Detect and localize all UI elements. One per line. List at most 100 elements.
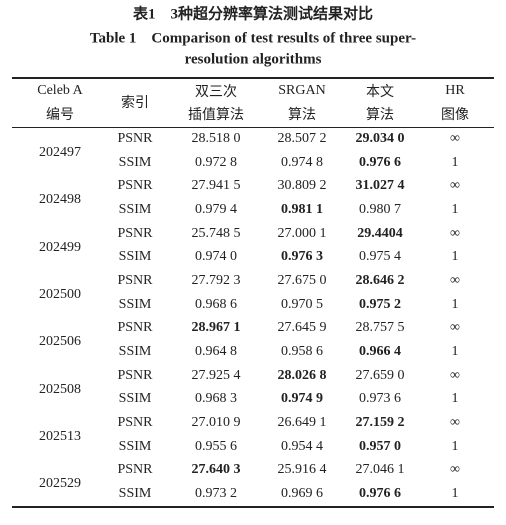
cell: 1 — [451, 296, 459, 312]
cell: 1 — [451, 438, 459, 454]
cell: 27.925 4 — [191, 367, 241, 383]
cell: ∞ — [450, 462, 460, 478]
cell: 0.975 2 — [359, 296, 401, 312]
cell: 0.957 0 — [359, 438, 401, 454]
cell: 0.981 1 — [281, 202, 323, 217]
header-cell: 图像 — [441, 108, 469, 123]
header-cell: 插值算法 — [188, 108, 244, 123]
cell: 0.973 2 — [195, 486, 237, 502]
header-cell: 编号 — [46, 108, 74, 123]
cell: 1 — [451, 486, 459, 502]
cell: 0.980 7 — [359, 202, 401, 217]
cell: ∞ — [450, 178, 460, 194]
metric: SSIM — [118, 154, 152, 170]
cell: 1 — [451, 202, 459, 217]
header-cell: 算法 — [288, 108, 316, 123]
cell: 29.4404 — [357, 225, 403, 241]
cell: 27.010 9 — [191, 415, 241, 431]
group-id: 202508 — [39, 381, 81, 397]
cell: 29.034 0 — [355, 131, 405, 146]
cell: ∞ — [450, 367, 460, 383]
group-id: 202498 — [39, 192, 81, 208]
metric: SSIM — [118, 202, 152, 217]
header-cell: 算法 — [366, 108, 394, 123]
cell: 0.979 4 — [195, 202, 237, 217]
metric: PSNR — [117, 225, 153, 241]
cell: 1 — [451, 249, 459, 265]
cell: 28.757 5 — [355, 320, 405, 336]
header-rule — [12, 127, 494, 128]
cell: 27.659 0 — [355, 367, 405, 383]
cell: 0.976 6 — [359, 486, 401, 502]
cell: 0.974 9 — [281, 391, 323, 407]
metric: PSNR — [117, 273, 153, 289]
cell: 0.968 3 — [195, 391, 237, 407]
group-id: 202499 — [39, 239, 81, 255]
cell: 0.973 6 — [359, 391, 401, 407]
metric: PSNR — [117, 415, 153, 431]
header-cell: 索引 — [121, 96, 149, 111]
group-id: 202513 — [39, 428, 81, 444]
title-en: Table 1 Comparison of test results of th… — [89, 30, 417, 47]
cell: 0.966 4 — [359, 344, 401, 360]
header-cell: 双三次 — [195, 85, 237, 100]
metric: PSNR — [117, 178, 153, 194]
metric: SSIM — [118, 486, 152, 502]
group-id: 202497 — [39, 144, 81, 160]
cell: 0.968 6 — [195, 296, 237, 312]
header-cell: HR — [445, 83, 465, 98]
metric: PSNR — [117, 462, 153, 478]
cell: 26.649 1 — [277, 415, 327, 431]
metric: SSIM — [118, 438, 152, 454]
cell: 28.507 2 — [277, 131, 327, 146]
cell: 28.026 8 — [277, 367, 327, 383]
header-cell: Celeb A — [37, 83, 83, 98]
cell: 0.955 6 — [195, 438, 237, 454]
cell: 27.000 1 — [277, 225, 327, 241]
metric: SSIM — [118, 296, 152, 312]
top-rule — [12, 77, 494, 79]
cell: 28.646 2 — [355, 273, 405, 289]
metric: SSIM — [118, 391, 152, 407]
metric: PSNR — [117, 320, 153, 336]
cell: 0.976 3 — [281, 249, 323, 265]
cell: 27.640 3 — [191, 462, 241, 478]
cell: 0.969 6 — [281, 486, 323, 502]
cell: 27.941 5 — [191, 178, 241, 194]
cell: 27.046 1 — [355, 462, 405, 478]
cell: 0.974 8 — [281, 154, 323, 170]
cell: 0.964 8 — [195, 344, 237, 360]
cell: ∞ — [450, 225, 460, 241]
cell: 31.027 4 — [355, 178, 405, 194]
cell: 27.675 0 — [277, 273, 327, 289]
cell: 27.792 3 — [191, 273, 241, 289]
bottom-rule — [12, 506, 494, 508]
group-id: 202506 — [39, 334, 81, 350]
metric: PSNR — [117, 131, 153, 146]
cell: 0.974 0 — [195, 249, 237, 265]
cell: 1 — [451, 391, 459, 407]
cell: 0.972 8 — [195, 154, 237, 170]
cell: 25.916 4 — [277, 462, 327, 478]
title-cn: 表1 3种超分辨率算法测试结果对比 — [132, 6, 374, 23]
metric: SSIM — [118, 249, 152, 265]
cell: 25.748 5 — [191, 225, 241, 241]
cell: ∞ — [450, 131, 460, 146]
cell: 0.954 4 — [281, 438, 323, 454]
metric: PSNR — [117, 367, 153, 383]
group-id: 202529 — [39, 476, 81, 492]
cell: 27.645 9 — [277, 320, 327, 336]
cell: 0.975 4 — [359, 249, 401, 265]
cell: 1 — [451, 344, 459, 360]
cell: 28.518 0 — [191, 131, 241, 146]
metric: SSIM — [118, 344, 152, 360]
cell: ∞ — [450, 320, 460, 336]
cell: 0.958 6 — [281, 344, 323, 360]
cell: 30.809 2 — [277, 178, 327, 194]
cell: 1 — [451, 154, 459, 170]
header-cell: 本文 — [366, 85, 394, 100]
cell: 0.976 6 — [359, 154, 401, 170]
cell: 27.159 2 — [355, 415, 405, 431]
header-cell: SRGAN — [278, 83, 326, 98]
